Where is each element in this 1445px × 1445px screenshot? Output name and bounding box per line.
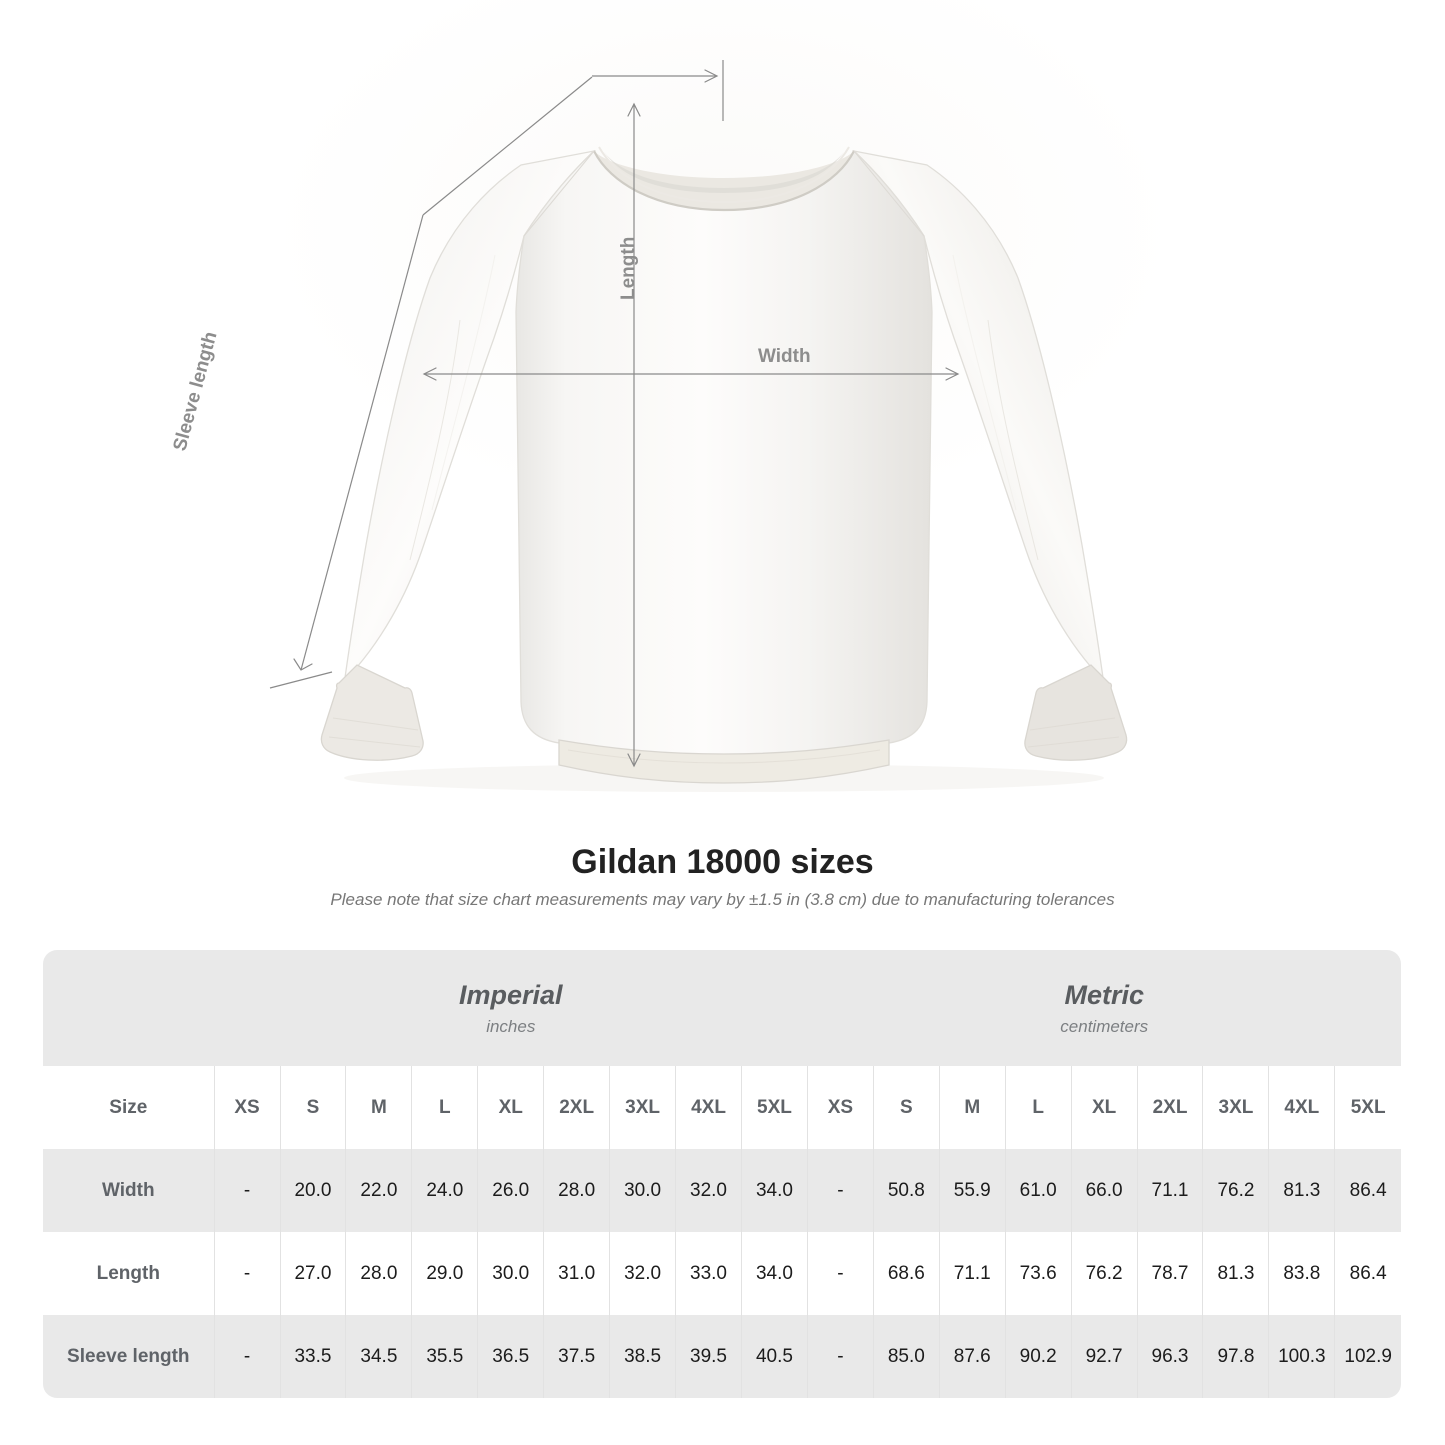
svg-text:Sleeve length: Sleeve length	[170, 330, 222, 454]
svg-text:Width: Width	[758, 346, 811, 367]
svg-text:Length: Length	[618, 237, 639, 300]
